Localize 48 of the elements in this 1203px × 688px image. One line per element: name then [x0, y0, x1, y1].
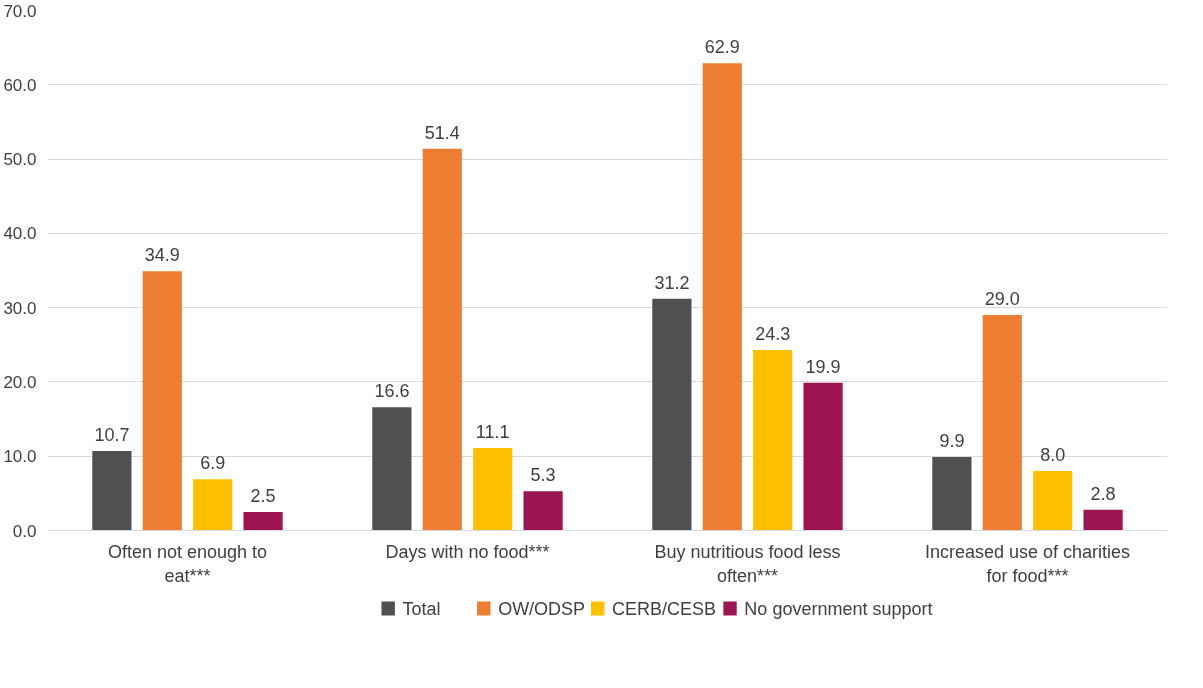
- bar: [193, 479, 233, 531]
- data-label: 11.1: [475, 422, 510, 443]
- bar: [142, 271, 182, 531]
- data-label: 2.8: [1090, 483, 1116, 504]
- data-label: 24.3: [755, 323, 791, 344]
- y-tick-label: 10.0: [3, 447, 37, 467]
- data-label: 10.7: [94, 425, 130, 446]
- data-label: 9.9: [939, 430, 965, 451]
- bar: [982, 315, 1022, 531]
- y-tick-label: 50.0: [3, 150, 37, 170]
- bar: [652, 298, 692, 531]
- y-tick-label: 40.0: [3, 224, 37, 244]
- y-tick-label: 30.0: [3, 298, 37, 318]
- legend-label: CERB/CESB: [612, 598, 717, 619]
- legend-label: Total: [402, 598, 441, 619]
- legend-label: OW/ODSP: [498, 598, 586, 619]
- y-tick-label: 20.0: [3, 372, 37, 392]
- bar: [372, 407, 412, 531]
- bar: [473, 448, 513, 531]
- bar: [243, 511, 283, 531]
- data-label: 51.4: [424, 122, 460, 143]
- bar: [803, 382, 843, 531]
- bar: [422, 148, 462, 531]
- bar: [1033, 471, 1073, 531]
- data-label: 6.9: [200, 453, 226, 474]
- legend-label: No government support: [744, 598, 933, 619]
- data-label: 19.9: [805, 356, 841, 377]
- bar: [1083, 509, 1123, 531]
- bar: [702, 63, 742, 531]
- data-label: 29.0: [984, 289, 1020, 310]
- data-label: 8.0: [1040, 445, 1066, 466]
- x-tick-label: Days with no food***: [385, 541, 550, 562]
- data-label: 31.2: [654, 272, 690, 293]
- x-tick-label: Buy nutritious food less often***: [654, 541, 841, 586]
- y-tick-label: 70.0: [3, 1, 37, 21]
- bar: [753, 349, 793, 531]
- y-tick-label: 0.0: [12, 521, 37, 541]
- data-label: 5.3: [530, 465, 556, 486]
- bar: [932, 456, 972, 531]
- data-label: 2.5: [250, 485, 276, 506]
- bar: [523, 491, 563, 531]
- data-label: 34.9: [144, 245, 180, 266]
- y-tick-label: 60.0: [3, 75, 37, 95]
- x-tick-label: Increased use of charities for food***: [924, 541, 1131, 586]
- bar: [92, 451, 132, 531]
- data-label: 62.9: [704, 37, 740, 58]
- x-tick-label: Often not enough to eat***: [107, 541, 268, 586]
- data-label: 16.6: [374, 381, 410, 402]
